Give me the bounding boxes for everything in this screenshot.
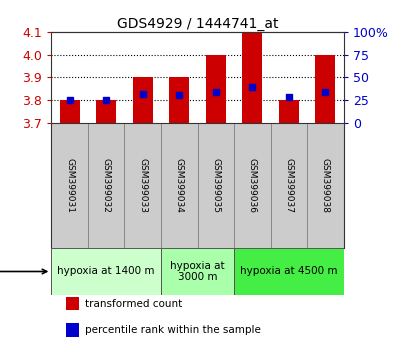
Bar bbox=[66, 297, 79, 310]
FancyBboxPatch shape bbox=[51, 247, 161, 296]
Text: GSM399034: GSM399034 bbox=[175, 158, 184, 212]
Text: GSM399037: GSM399037 bbox=[284, 158, 293, 213]
FancyBboxPatch shape bbox=[307, 123, 344, 247]
Bar bbox=[315, 55, 335, 123]
FancyBboxPatch shape bbox=[161, 247, 234, 296]
Bar bbox=[133, 77, 153, 123]
FancyBboxPatch shape bbox=[271, 123, 307, 247]
Text: GSM399035: GSM399035 bbox=[211, 158, 220, 213]
FancyBboxPatch shape bbox=[51, 123, 88, 247]
Text: hypoxia at
3000 m: hypoxia at 3000 m bbox=[170, 261, 225, 282]
FancyBboxPatch shape bbox=[234, 123, 271, 247]
Text: percentile rank within the sample: percentile rank within the sample bbox=[85, 325, 261, 336]
Text: transformed count: transformed count bbox=[85, 299, 182, 309]
FancyBboxPatch shape bbox=[161, 123, 198, 247]
FancyBboxPatch shape bbox=[124, 123, 161, 247]
Text: hypoxia at 1400 m: hypoxia at 1400 m bbox=[57, 267, 155, 276]
Text: GSM399038: GSM399038 bbox=[321, 158, 330, 213]
Bar bbox=[60, 100, 80, 123]
FancyBboxPatch shape bbox=[234, 247, 344, 296]
Bar bbox=[242, 32, 262, 123]
Bar bbox=[206, 55, 226, 123]
Text: stress: stress bbox=[0, 267, 47, 276]
Bar bbox=[279, 100, 299, 123]
Text: hypoxia at 4500 m: hypoxia at 4500 m bbox=[240, 267, 338, 276]
Title: GDS4929 / 1444741_at: GDS4929 / 1444741_at bbox=[117, 17, 278, 31]
Bar bbox=[96, 100, 116, 123]
FancyBboxPatch shape bbox=[88, 123, 124, 247]
Text: GSM399036: GSM399036 bbox=[248, 158, 257, 213]
FancyBboxPatch shape bbox=[198, 123, 234, 247]
Bar bbox=[169, 77, 189, 123]
Bar bbox=[66, 323, 79, 337]
Text: GSM399032: GSM399032 bbox=[102, 158, 111, 212]
Text: GSM399033: GSM399033 bbox=[138, 158, 147, 213]
Text: GSM399031: GSM399031 bbox=[65, 158, 74, 213]
